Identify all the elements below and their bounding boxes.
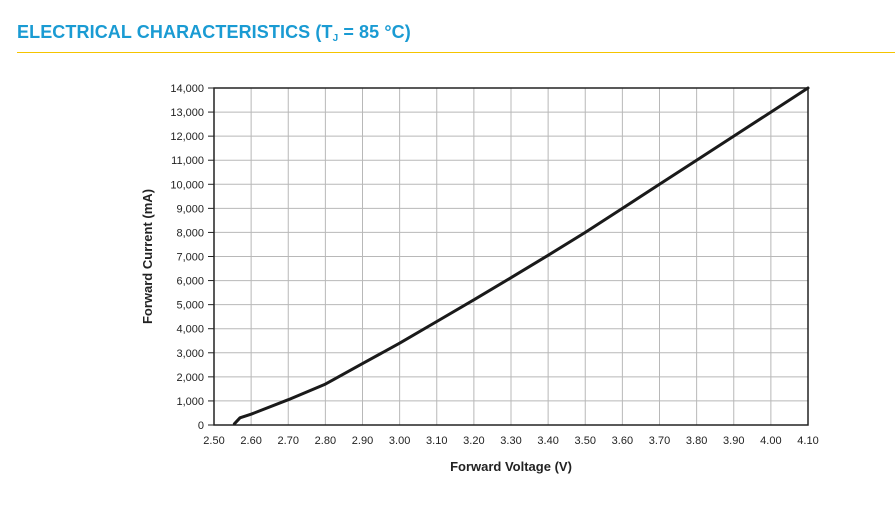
y-tick-label: 6,000 [176,276,204,288]
page-title: ELECTRICAL CHARACTERISTICS (TJ = 85 °C) [17,22,411,44]
y-tick-label: 0 [198,420,204,432]
y-tick-label: 1,000 [176,396,204,408]
x-tick-label: 3.90 [723,435,744,447]
y-tick-label: 2,000 [176,372,204,384]
y-tick-label: 8,000 [176,227,204,239]
y-tick-label: 10,000 [170,179,204,191]
plot-frame [213,87,809,426]
y-tick-label: 11,000 [171,155,204,167]
y-tick-label: 14,000 [170,83,204,95]
x-tick-label: 3.70 [649,435,670,447]
y-tick-label: 5,000 [176,300,204,312]
x-tick-label: 4.00 [760,435,781,447]
x-tick-label: 3.10 [426,435,447,447]
title-suffix: = 85 °C) [338,22,411,42]
x-tick-labels: 2.50 2.60 2.70 2.80 2.90 3.00 3.10 3.20 3.30 3.40… [203,435,818,447]
chart-grid [208,87,809,426]
x-axis-label: Forward Voltage (V) [450,459,572,474]
x-tick-label: 3.00 [389,435,410,447]
x-tick-label: 3.30 [500,435,521,447]
title-prefix: ELECTRICAL CHARACTERISTICS (T [17,22,333,42]
title-underline [17,52,895,53]
y-tick-label: 12,000 [170,131,204,143]
x-tick-label: 2.60 [240,435,261,447]
y-tick-label: 3,000 [176,348,204,360]
x-tick-label: 3.60 [612,435,633,447]
series-line [232,86,810,426]
title-subscript: J [332,33,339,44]
y-tick-labels: 0 1,000 2,000 3,000 4,000 5,000 6,000 7,000 8,00… [170,83,204,432]
x-tick-label: 3.50 [575,435,596,447]
y-tick-label: 9,000 [176,203,204,215]
y-tick-label: 13,000 [170,107,204,119]
x-tick-label: 2.70 [278,435,299,447]
y-tick-label: 7,000 [176,252,204,264]
x-tick-label: 4.10 [797,435,818,447]
x-tick-label: 2.80 [315,435,336,447]
y-axis-label: Forward Current (mA) [140,189,155,324]
x-tick-label: 3.40 [537,435,558,447]
x-tick-label: 2.90 [352,435,373,447]
series-group [232,86,810,426]
x-tick-label: 2.50 [203,435,224,447]
x-tick-label: 3.80 [686,435,707,447]
y-tick-label: 4,000 [176,324,204,336]
x-tick-label: 3.20 [463,435,484,447]
